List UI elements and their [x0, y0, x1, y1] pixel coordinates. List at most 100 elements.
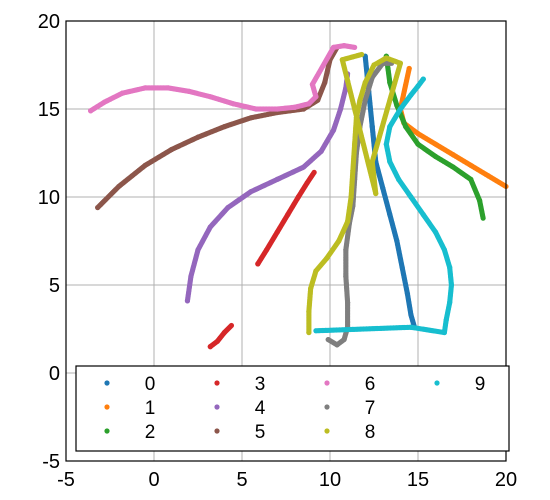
- legend-marker: [324, 428, 330, 434]
- data-point: [285, 212, 291, 218]
- data-point: [362, 97, 368, 103]
- data-point: [295, 194, 301, 200]
- data-point: [188, 273, 194, 279]
- data-point: [450, 152, 456, 158]
- data-point: [228, 322, 235, 329]
- data-point: [433, 229, 439, 235]
- data-point: [403, 124, 409, 130]
- data-point: [304, 180, 310, 186]
- data-point: [415, 131, 421, 137]
- x-tick-label: 5: [236, 469, 247, 491]
- legend-label: 5: [255, 422, 266, 443]
- data-point: [350, 168, 356, 174]
- data-point: [408, 194, 414, 200]
- data-point: [433, 141, 439, 147]
- data-point: [345, 78, 351, 84]
- x-tick-label: 20: [495, 469, 517, 491]
- data-point: [313, 94, 319, 100]
- legend-label: 0: [145, 374, 156, 395]
- data-point: [468, 162, 474, 168]
- data-point: [383, 141, 389, 147]
- data-point: [477, 197, 483, 204]
- data-point: [322, 80, 328, 86]
- series-4-points: [184, 71, 351, 304]
- series-8-points: [306, 51, 403, 336]
- series-5-points: [95, 44, 340, 211]
- data-point: [359, 51, 365, 58]
- data-point: [255, 261, 261, 267]
- data-point: [207, 94, 213, 100]
- data-point: [142, 162, 148, 168]
- x-tick-labels: -5 0 5 10 15 20: [57, 469, 517, 491]
- data-point: [214, 338, 220, 344]
- x-tick-label: 10: [319, 469, 341, 491]
- y-tick-labels: -5 0 5 10 15 20: [38, 11, 60, 473]
- data-point: [468, 176, 474, 182]
- data-point: [394, 238, 400, 244]
- data-point: [353, 115, 359, 121]
- data-point: [309, 81, 315, 87]
- data-point: [441, 329, 447, 336]
- data-point: [343, 273, 349, 279]
- data-point: [195, 247, 201, 253]
- data-point: [142, 85, 148, 91]
- data-point: [357, 97, 363, 103]
- data-point: [369, 159, 375, 165]
- data-point: [408, 324, 414, 330]
- data-point: [330, 44, 337, 51]
- data-point: [264, 247, 270, 253]
- legend-marker: [434, 380, 440, 386]
- data-points: [88, 43, 509, 350]
- data-point: [313, 328, 319, 334]
- data-point: [443, 317, 449, 323]
- data-point: [221, 329, 227, 336]
- data-point: [399, 264, 405, 270]
- data-point: [345, 219, 351, 225]
- data-point: [341, 43, 347, 49]
- data-point: [352, 141, 358, 147]
- y-tick-label: 20: [38, 11, 60, 33]
- data-point: [165, 85, 171, 91]
- data-point: [339, 57, 345, 63]
- data-point: [387, 159, 393, 165]
- legend-box: [75, 365, 510, 452]
- data-point: [306, 101, 312, 107]
- data-point: [441, 247, 447, 253]
- legend-label: 3: [255, 374, 266, 395]
- data-point: [387, 124, 393, 130]
- data-point: [330, 127, 337, 133]
- data-point: [394, 102, 400, 109]
- legend-marker: [214, 380, 220, 386]
- plot-frame: [65, 20, 507, 462]
- series-3-points: [207, 169, 317, 350]
- legend-marker: [214, 404, 220, 410]
- legend: 0 1 2 3 4 5 6 7 8 9: [75, 365, 510, 452]
- data-point: [253, 106, 259, 112]
- legend-marker: [324, 404, 330, 410]
- data-point: [387, 212, 393, 218]
- data-point: [480, 215, 486, 221]
- data-point: [345, 300, 351, 306]
- data-point: [341, 336, 347, 343]
- data-point: [433, 153, 439, 160]
- legend-marker: [104, 428, 110, 434]
- data-point: [334, 342, 340, 348]
- legend-label: 9: [475, 374, 486, 395]
- data-point: [383, 55, 389, 61]
- data-point: [306, 329, 312, 336]
- data-point: [387, 80, 393, 86]
- data-point: [207, 344, 213, 350]
- data-point: [373, 190, 379, 197]
- data-point: [336, 238, 342, 244]
- data-point: [221, 124, 227, 130]
- y-tick-label: 15: [38, 99, 60, 121]
- data-point: [313, 268, 319, 274]
- data-point: [102, 99, 108, 105]
- series-6-points: [88, 43, 358, 114]
- data-point: [415, 141, 421, 147]
- data-point: [308, 285, 314, 292]
- data-point: [420, 212, 426, 218]
- data-point: [301, 164, 307, 170]
- x-tick-label: -5: [57, 469, 75, 491]
